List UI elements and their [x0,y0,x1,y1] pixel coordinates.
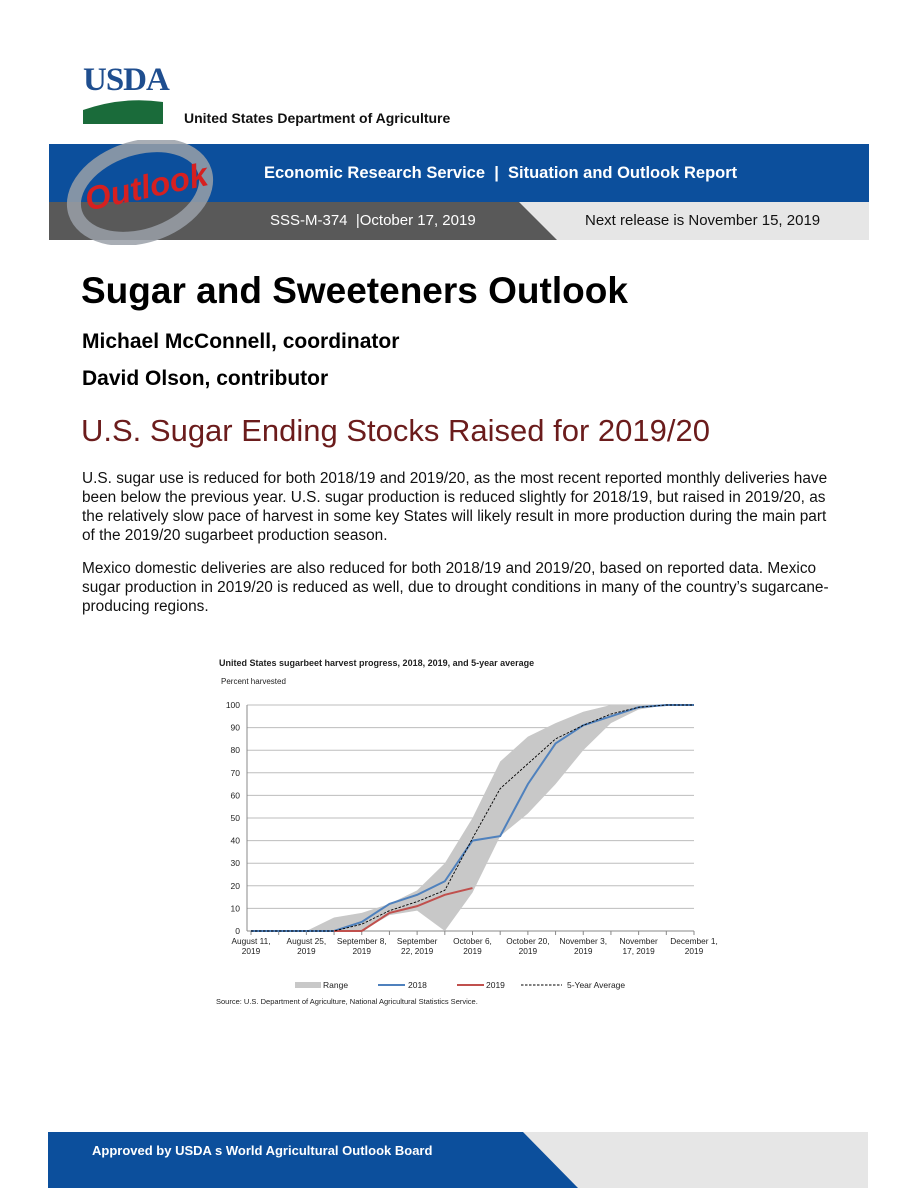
y-tick-label: 30 [231,858,241,868]
range-band [251,705,694,931]
next-release: Next release is November 15, 2019 [585,212,821,229]
y-tick-label: 50 [231,813,241,823]
x-tick-label: October 6, 2019 [453,936,492,956]
author: Michael McConnell, coordinator [82,330,400,353]
x-tick-label: December 1, 2019 [670,936,718,956]
y-tick-label: 10 [231,903,241,913]
y-tick-label: 40 [231,836,241,846]
x-tick-label: October 20, 2019 [506,936,550,956]
department: United States Department of Agriculture [184,110,451,126]
x-tick-label: September 22, 2019 [396,936,438,956]
legend-label: Range [323,980,348,990]
y-tick-label: 60 [231,790,241,800]
chart-svg: United States sugarbeet harvest progress… [216,658,695,1006]
series-line [251,704,694,932]
y-tick-label: 100 [226,700,240,710]
x-tick-label: November 3, 2019 [559,936,608,956]
paragraph: Mexico domestic deliveries are also redu… [82,560,829,615]
x-tick-label: November 17, 2019 [619,936,658,956]
outlook-logo [66,140,214,245]
headline: U.S. Sugar Ending Stocks Raised for 2019… [81,413,710,448]
banner-text: Economic Research Service | Situation an… [264,164,738,182]
title: Sugar and Sweeteners Outlook [81,270,628,311]
y-tick-label: 0 [235,926,240,936]
footer-text: Approved by USDA s World Agricultural Ou… [92,1143,433,1158]
series-line [334,887,473,932]
chart-title: United States sugarbeet harvest progress… [219,658,534,668]
usda-swoosh [83,96,163,124]
y-axis-label: Percent harvested [221,677,286,686]
usda-logo: USDA [83,62,170,98]
x-tick-label: August 11, 2019 [231,936,271,956]
report-id: SSS-M-374 |October 17, 2019 [270,212,476,229]
legend-swatch [295,982,321,988]
legend-label: 2018 [408,980,427,990]
source: Source: U.S. Department of Agriculture, … [216,997,478,1006]
legend-label: 2019 [486,980,505,990]
x-tick-label: August 25, 2019 [286,936,327,956]
author: David Olson, contributor [82,367,329,390]
y-tick-label: 20 [231,881,241,891]
x-tick-label: September 8, 2019 [336,936,387,956]
y-tick-label: 90 [231,723,241,733]
footer-bar [48,1132,868,1188]
paragraph: U.S. sugar use is reduced for both 2018/… [82,470,828,544]
y-tick-label: 80 [231,745,241,755]
chart: United States sugarbeet harvest progress… [200,650,740,1020]
y-tick-label: 70 [231,768,241,778]
legend-label: 5-Year Average [567,980,625,990]
